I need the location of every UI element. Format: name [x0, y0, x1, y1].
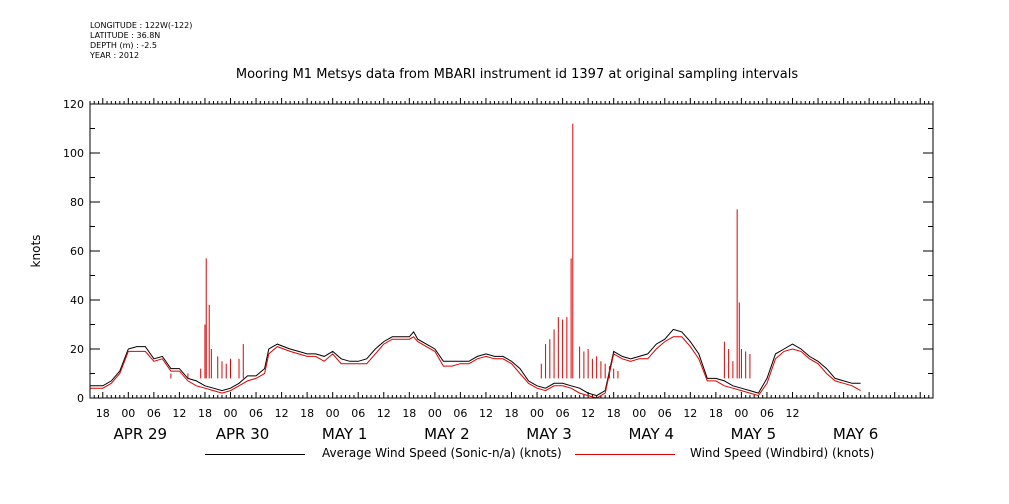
x-tick-label: 12 [581, 407, 595, 420]
x-tick-label: 18 [300, 407, 314, 420]
x-tick-label: 12 [377, 407, 391, 420]
x-tick-label: 06 [453, 407, 467, 420]
y-axis-label: knots [29, 235, 43, 268]
x-tick-label: 00 [530, 407, 544, 420]
plot-frame [89, 103, 934, 399]
x-day-label: MAY 3 [526, 425, 572, 443]
x-tick-label: 12 [275, 407, 289, 420]
axes-layer: 0 20 40 60 80 100 120 18 00 06 12 18 00 06 12 18 00 06 12 1… [63, 98, 934, 443]
y-tick-label: 80 [70, 196, 84, 209]
latitude-text: LATITUDE : 36.8N [90, 31, 161, 40]
x-tick-label: 12 [786, 407, 800, 420]
x-tick-label: 18 [505, 407, 519, 420]
x-tick-label: 12 [479, 407, 493, 420]
x-day-label: MAY 4 [628, 425, 674, 443]
x-tick-label: 00 [326, 407, 340, 420]
x-day-label: APR 30 [216, 425, 270, 443]
x-tick-label: 06 [147, 407, 161, 420]
chart-title: Mooring M1 Metsys data from MBARI instru… [235, 67, 799, 82]
longitude-text: LONGITUDE : 122W(-122) [90, 21, 193, 30]
y-tick-label: 120 [63, 98, 84, 111]
x-tick-label: 12 [172, 407, 186, 420]
series-line-windbird-wind-speed [90, 336, 861, 399]
x-day-label: MAY 2 [424, 425, 470, 443]
y-tick-label: 0 [77, 392, 84, 405]
x-tick-label: 06 [658, 407, 672, 420]
legend-swatch-windbird [575, 454, 675, 455]
legend-swatch-average [205, 454, 305, 455]
x-tick-label: 00 [224, 407, 238, 420]
x-tick-label: 06 [760, 407, 774, 420]
x-tick-label: 18 [402, 407, 416, 420]
x-tick-label: 18 [709, 407, 723, 420]
x-tick-label: 00 [734, 407, 748, 420]
x-tick-label: 06 [556, 407, 570, 420]
series-layer [90, 123, 861, 399]
year-text: YEAR : 2012 [90, 51, 140, 60]
x-day-label: MAY 1 [322, 425, 368, 443]
x-day-label: MAY 6 [833, 425, 879, 443]
y-tick-label: 20 [70, 343, 84, 356]
depth-text: DEPTH (m) : -2.5 [90, 41, 157, 50]
x-day-label: APR 29 [114, 425, 168, 443]
x-day-label: MAY 5 [731, 425, 777, 443]
x-tick-label: 00 [632, 407, 646, 420]
x-tick-label: 12 [683, 407, 697, 420]
series-line-average-wind-speed [90, 328, 861, 397]
metadata-block: LONGITUDE : 122W(-122) LATITUDE : 36.8N … [90, 21, 192, 61]
y-tick-label: 40 [70, 294, 84, 307]
x-tick-label: 18 [96, 407, 110, 420]
x-tick-label: 00 [121, 407, 135, 420]
y-tick-label: 100 [63, 147, 84, 160]
legend-average-wind-speed: Average Wind Speed (Sonic-n/a) (knots) [322, 446, 562, 460]
x-tick-label: 00 [428, 407, 442, 420]
x-tick-label: 06 [249, 407, 263, 420]
x-tick-label: 18 [607, 407, 621, 420]
y-tick-label: 60 [70, 245, 84, 258]
legend-wind-speed-windbird: Wind Speed (Windbird) (knots) [690, 446, 875, 460]
x-tick-label: 06 [351, 407, 365, 420]
x-tick-label: 18 [198, 407, 212, 420]
